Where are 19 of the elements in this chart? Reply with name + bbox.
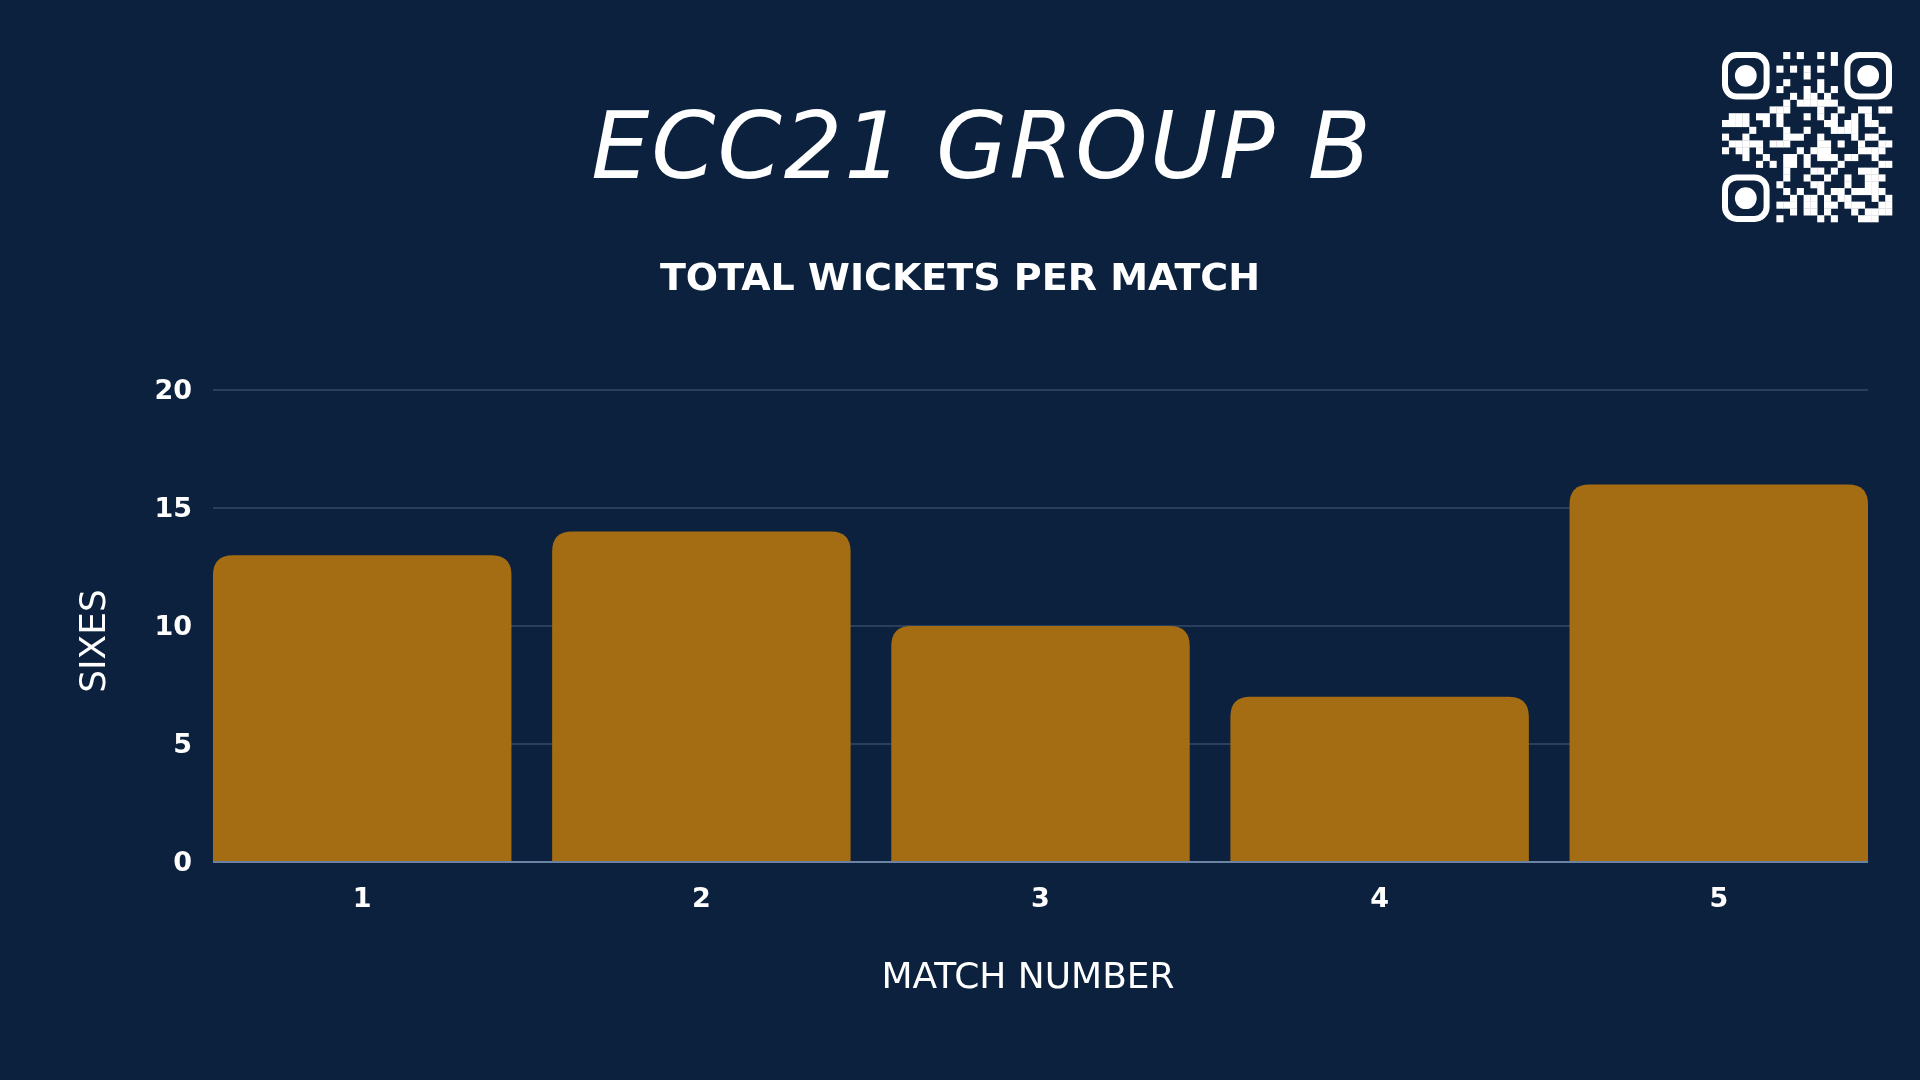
x-tick-label: 3 [1031, 882, 1050, 913]
x-tick-label: 2 [691, 882, 711, 913]
x-tick-label: 1 [352, 882, 372, 913]
y-tick-label: 0 [173, 846, 192, 878]
y-tick-label: 15 [154, 492, 192, 524]
bar [891, 626, 1190, 862]
y-tick-label: 20 [154, 374, 192, 406]
bar [1230, 696, 1529, 862]
x-axis-title: MATCH NUMBER [881, 955, 1175, 996]
chart-subtitle: TOTAL WICKETS PER MATCH [659, 255, 1261, 299]
bar [552, 531, 851, 862]
bar [213, 555, 512, 862]
x-tick-label: 5 [1709, 882, 1729, 913]
y-tick-label: 5 [173, 728, 192, 760]
y-axis-title: SIXES [72, 589, 113, 693]
y-tick-label: 10 [154, 610, 192, 642]
chart-title: ECC21 GROUP B [591, 93, 1373, 200]
x-tick-label: 4 [1370, 882, 1390, 913]
bar [1569, 484, 1868, 862]
